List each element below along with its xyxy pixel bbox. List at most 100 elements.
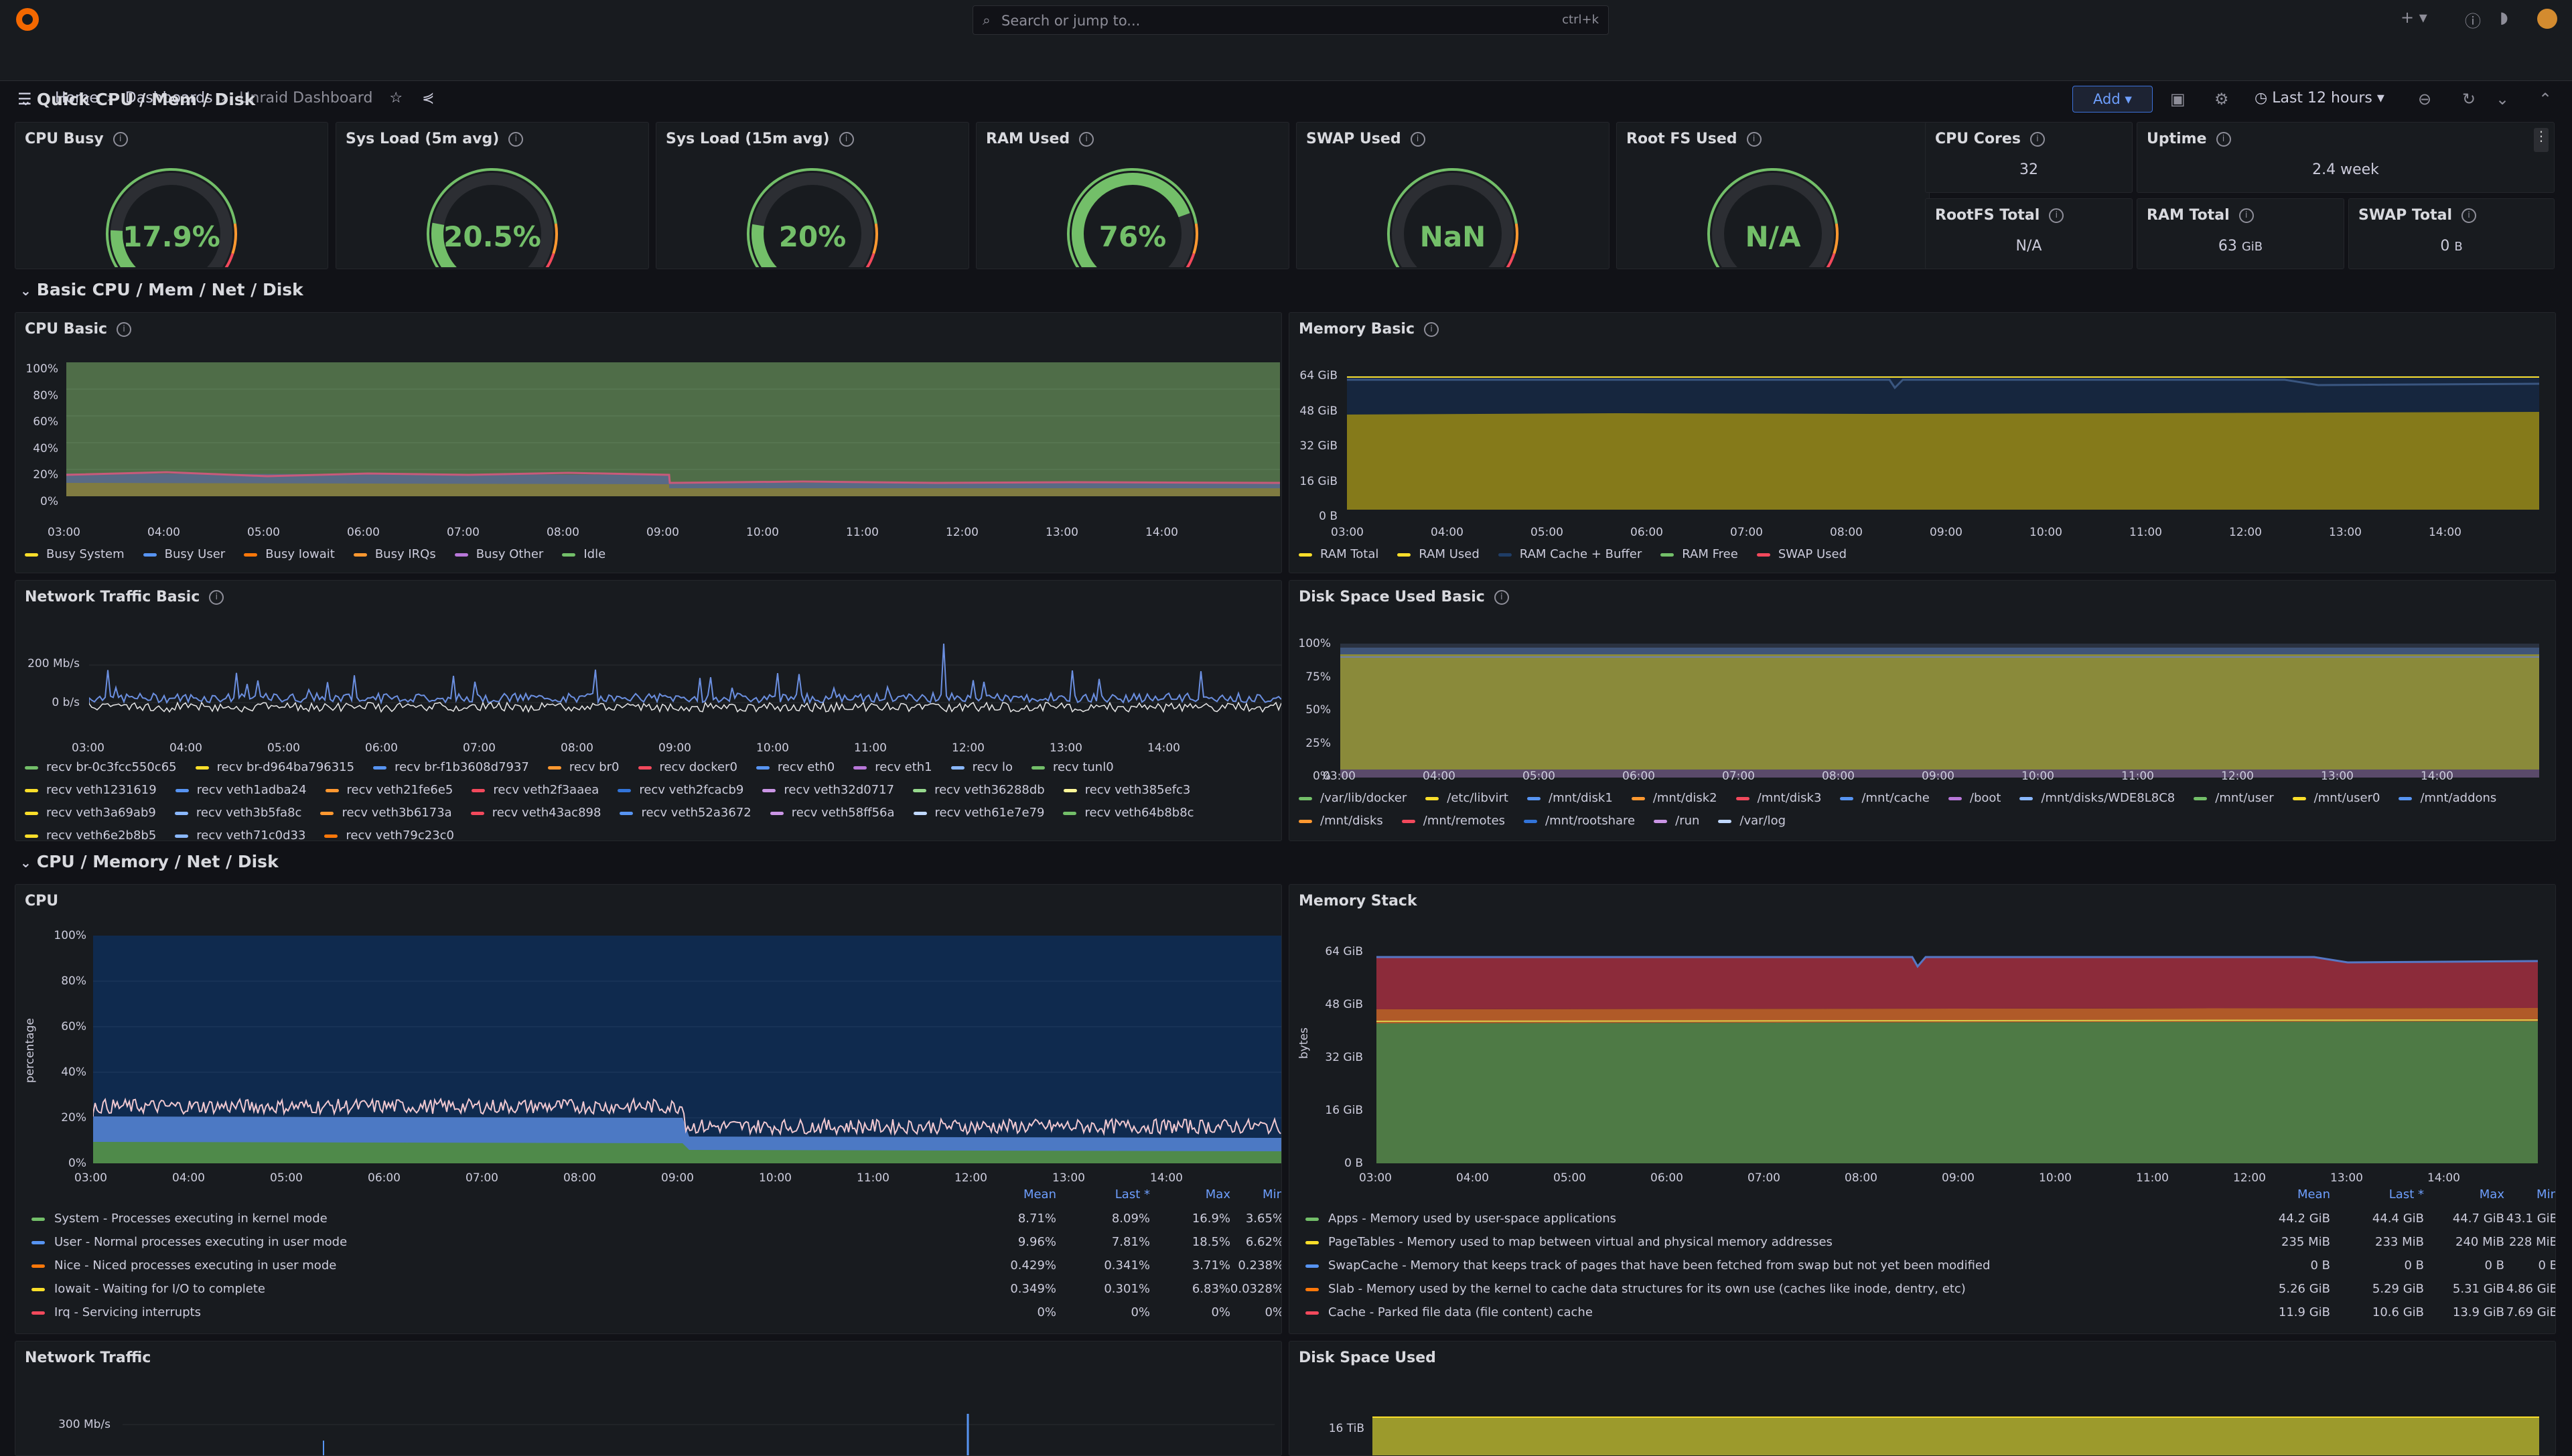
info-icon[interactable]: i — [1424, 322, 1439, 337]
legend-item[interactable]: /mnt/user — [2194, 787, 2274, 810]
legend-item[interactable]: Busy User — [143, 543, 225, 566]
legend-item[interactable]: /mnt/disk1 — [1527, 787, 1613, 810]
legend-item[interactable]: Busy System — [25, 543, 125, 566]
legend-item[interactable]: Busy Other — [454, 543, 543, 566]
legend-column-header[interactable]: Last * — [2388, 1187, 2424, 1202]
info-icon[interactable]: i — [2461, 208, 2477, 223]
legend-item[interactable]: recv br-0c3fcc550c65 — [25, 756, 177, 779]
legend-row[interactable]: PageTables - Memory used to map between … — [1305, 1231, 2555, 1254]
legend-item[interactable]: recv veth21fe6e5 — [325, 779, 453, 802]
info-icon[interactable]: i — [839, 132, 854, 147]
legend-item[interactable]: /mnt/disk2 — [1631, 787, 1717, 810]
legend-row[interactable]: User - Normal processes executing in use… — [31, 1231, 1281, 1254]
legend-item[interactable]: /boot — [1948, 787, 2001, 810]
help-icon[interactable]: ⓘ — [2465, 12, 2481, 31]
legend-item[interactable]: recv veth58ff56a — [770, 802, 895, 824]
legend-column-header[interactable]: Min — [1263, 1187, 1282, 1202]
legend-item[interactable]: RAM Used — [1397, 543, 1480, 566]
info-icon[interactable]: i — [2216, 132, 2231, 147]
legend-item[interactable]: recv br-d964ba796315 — [195, 756, 354, 779]
grafana-logo-icon[interactable] — [16, 8, 39, 31]
legend-item[interactable]: recv lo — [950, 756, 1013, 779]
info-icon[interactable]: i — [113, 132, 128, 147]
legend-row[interactable]: Apps - Memory used by user-space applica… — [1305, 1208, 2555, 1231]
breadcrumb-home[interactable]: Home — [55, 90, 98, 106]
legend-column-header[interactable]: Min — [2537, 1187, 2556, 1202]
collapse-chevron-up-icon[interactable]: ⌃ — [2539, 90, 2553, 108]
panel-menu-icon[interactable]: ⋮ — [2534, 128, 2549, 152]
legend-item[interactable]: Busy IRQs — [353, 543, 436, 566]
legend-item[interactable]: Idle — [562, 543, 605, 566]
time-range-picker[interactable]: ◷ Last 12 hours ▾ — [2255, 90, 2384, 106]
legend-item[interactable]: /var/lib/docker — [1299, 787, 1407, 810]
legend-item[interactable]: recv veth71c0d33 — [175, 824, 305, 841]
legend-item[interactable]: recv veth6e2b8b5 — [25, 824, 156, 841]
legend-item[interactable]: /mnt/disk3 — [1735, 787, 1821, 810]
add-button[interactable]: Add ▾ — [2072, 86, 2153, 113]
legend-item[interactable]: Busy Iowait — [244, 543, 335, 566]
legend-item[interactable]: recv veth61e7e79 — [913, 802, 1044, 824]
legend-column-header[interactable]: Mean — [2297, 1187, 2330, 1202]
menu-hamburger-icon[interactable]: ☰ — [17, 90, 32, 108]
zoom-out-icon[interactable]: ⊖ — [2418, 90, 2432, 108]
legend-item[interactable]: /mnt/user0 — [2292, 787, 2380, 810]
legend-row[interactable]: System - Processes executing in kernel m… — [31, 1208, 1281, 1231]
star-icon[interactable]: ☆ — [389, 90, 403, 106]
legend-item[interactable]: recv veth2f3aaea — [472, 779, 599, 802]
refresh-icon[interactable]: ↻ — [2462, 90, 2476, 108]
legend-item[interactable]: recv veth385efc3 — [1063, 779, 1190, 802]
settings-gear-icon[interactable]: ⚙ — [2214, 90, 2229, 108]
legend-item[interactable]: recv veth79c23c0 — [324, 824, 454, 841]
legend-item[interactable]: recv eth0 — [756, 756, 835, 779]
info-icon[interactable]: i — [2029, 132, 2045, 147]
refresh-interval-chevron-icon[interactable]: ⌄ — [2496, 90, 2510, 108]
legend-item[interactable]: /mnt/disks/WDE8L8C8 — [2019, 787, 2175, 810]
legend-item[interactable]: recv tunl0 — [1031, 756, 1114, 779]
legend-item[interactable]: RAM Cache + Buffer — [1498, 543, 1642, 566]
info-icon[interactable]: i — [2049, 208, 2064, 223]
legend-item[interactable]: /mnt/cache — [1840, 787, 1930, 810]
legend-item[interactable]: recv veth3b6173a — [320, 802, 452, 824]
info-icon[interactable]: i — [1410, 132, 1425, 147]
legend-item[interactable]: recv docker0 — [638, 756, 737, 779]
legend-row[interactable]: Iowait - Waiting for I/O to complete 0.34… — [31, 1278, 1281, 1301]
legend-item[interactable]: recv veth36288db — [913, 779, 1045, 802]
info-icon[interactable]: i — [1746, 132, 1762, 147]
info-icon[interactable]: i — [2238, 208, 2254, 223]
legend-column-header[interactable]: Max — [1205, 1187, 1230, 1202]
legend-item[interactable]: RAM Free — [1660, 543, 1738, 566]
legend-item[interactable]: /var/log — [1718, 810, 1786, 832]
legend-item[interactable]: RAM Total — [1299, 543, 1378, 566]
legend-item[interactable]: recv veth3a69ab9 — [25, 802, 156, 824]
share-icon[interactable]: ⋞ — [422, 90, 435, 106]
save-icon[interactable]: ▣ — [2170, 90, 2186, 108]
legend-item[interactable]: /mnt/remotes — [1401, 810, 1505, 832]
search-input[interactable]: ⌕ Search or jump to... ctrl+k — [973, 5, 1609, 35]
legend-row[interactable]: SwapCache - Memory that keeps track of p… — [1305, 1254, 2555, 1278]
info-icon[interactable]: i — [117, 322, 132, 337]
legend-item[interactable]: recv br0 — [547, 756, 620, 779]
legend-column-header[interactable]: Mean — [1023, 1187, 1056, 1202]
breadcrumb-dashboards[interactable]: Dashboards — [125, 90, 213, 106]
legend-row[interactable]: Irq - Servicing interrupts 0% 0% 0% 0% — [31, 1301, 1281, 1325]
info-icon[interactable]: i — [1494, 590, 1509, 605]
legend-item[interactable]: recv veth1adba24 — [175, 779, 307, 802]
info-icon[interactable]: i — [508, 132, 524, 147]
legend-item[interactable]: SWAP Used — [1756, 543, 1847, 566]
section-basic[interactable]: ⌄ Basic CPU / Mem / Net / Disk — [20, 280, 303, 299]
legend-item[interactable]: /mnt/addons — [2399, 787, 2496, 810]
legend-item[interactable]: recv veth2fcacb9 — [618, 779, 743, 802]
legend-item[interactable]: recv veth43ac898 — [470, 802, 601, 824]
legend-item[interactable]: /etc/libvirt — [1425, 787, 1508, 810]
new-plus-icon[interactable]: + ▾ — [2401, 8, 2427, 27]
legend-item[interactable]: /run — [1654, 810, 1699, 832]
legend-item[interactable]: recv br-f1b3608d7937 — [373, 756, 529, 779]
legend-item[interactable]: recv eth1 — [853, 756, 932, 779]
legend-column-header[interactable]: Max — [2479, 1187, 2504, 1202]
news-rss-icon[interactable]: ◗ — [2500, 8, 2508, 27]
info-icon[interactable]: i — [209, 590, 224, 605]
legend-item[interactable]: recv veth64b8b8c — [1063, 802, 1194, 824]
legend-item[interactable]: recv veth32d0717 — [762, 779, 894, 802]
legend-column-header[interactable]: Last * — [1115, 1187, 1150, 1202]
legend-item[interactable]: /mnt/rootshare — [1524, 810, 1635, 832]
